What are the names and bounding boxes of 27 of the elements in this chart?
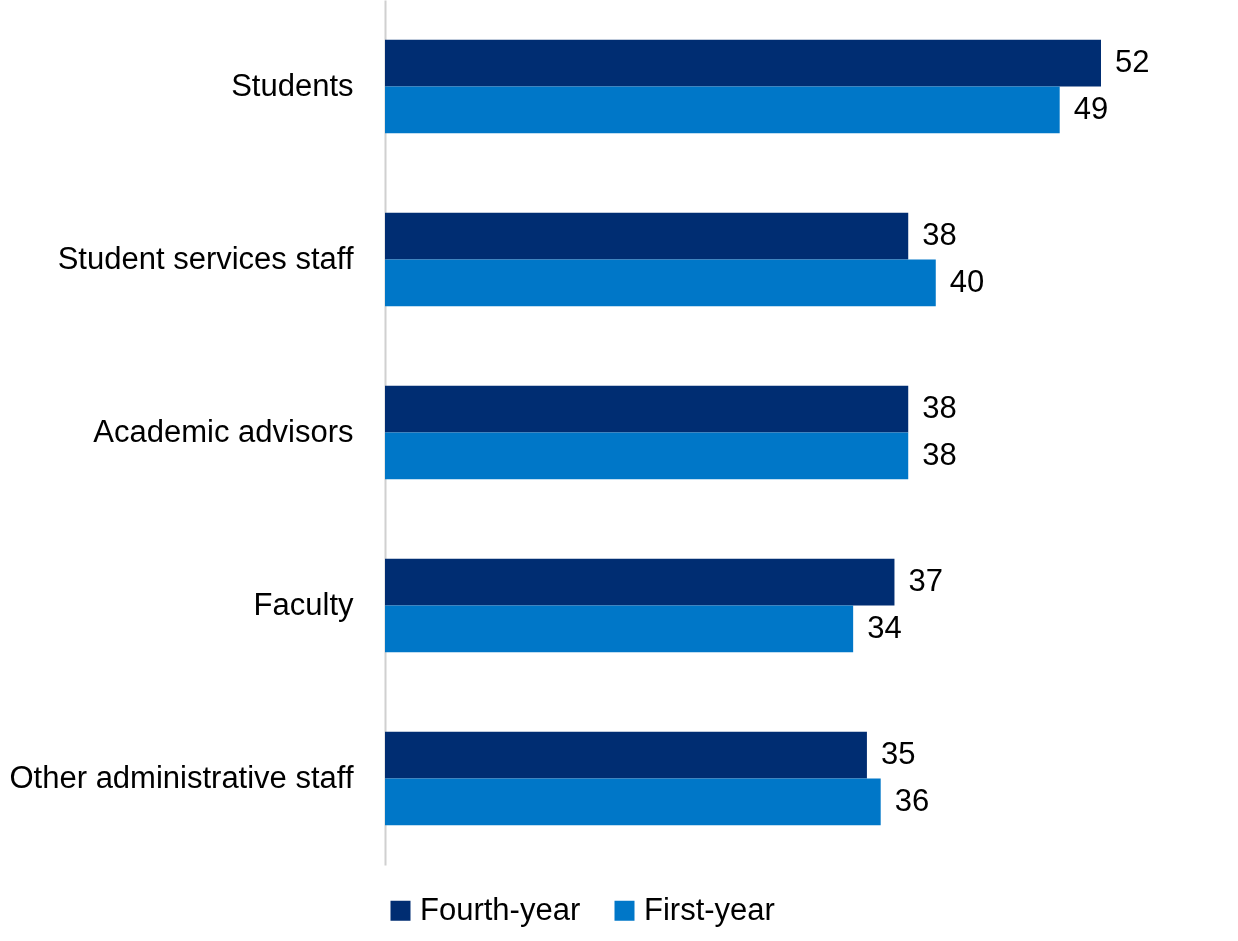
data-label: 38 xyxy=(922,217,957,253)
data-label: 37 xyxy=(908,563,943,599)
y-tick-label: Academic advisors xyxy=(93,413,354,449)
legend-label: Fourth-year xyxy=(420,891,581,927)
data-label: 52 xyxy=(1115,44,1150,80)
bar xyxy=(385,212,909,260)
data-label: 34 xyxy=(867,609,902,645)
bar xyxy=(385,432,909,480)
bar xyxy=(385,778,881,826)
bar xyxy=(385,385,909,433)
bar xyxy=(385,39,1101,87)
y-tick-label: Students xyxy=(231,67,354,103)
data-label: 49 xyxy=(1073,90,1109,126)
y-tick-label: Student services staff xyxy=(57,240,354,276)
bar xyxy=(385,259,936,307)
bar xyxy=(385,86,1060,134)
legend-label: First-year xyxy=(644,891,775,927)
bar xyxy=(385,605,854,653)
data-label: 35 xyxy=(880,736,916,772)
bar xyxy=(385,558,895,606)
data-label: 38 xyxy=(922,390,957,426)
bar xyxy=(385,731,867,779)
data-label: 40 xyxy=(949,263,985,299)
data-label: 36 xyxy=(894,782,930,818)
data-label: 38 xyxy=(922,436,957,472)
y-tick-label: Faculty xyxy=(253,586,354,622)
y-tick-label: Other administrative staff xyxy=(9,759,354,795)
